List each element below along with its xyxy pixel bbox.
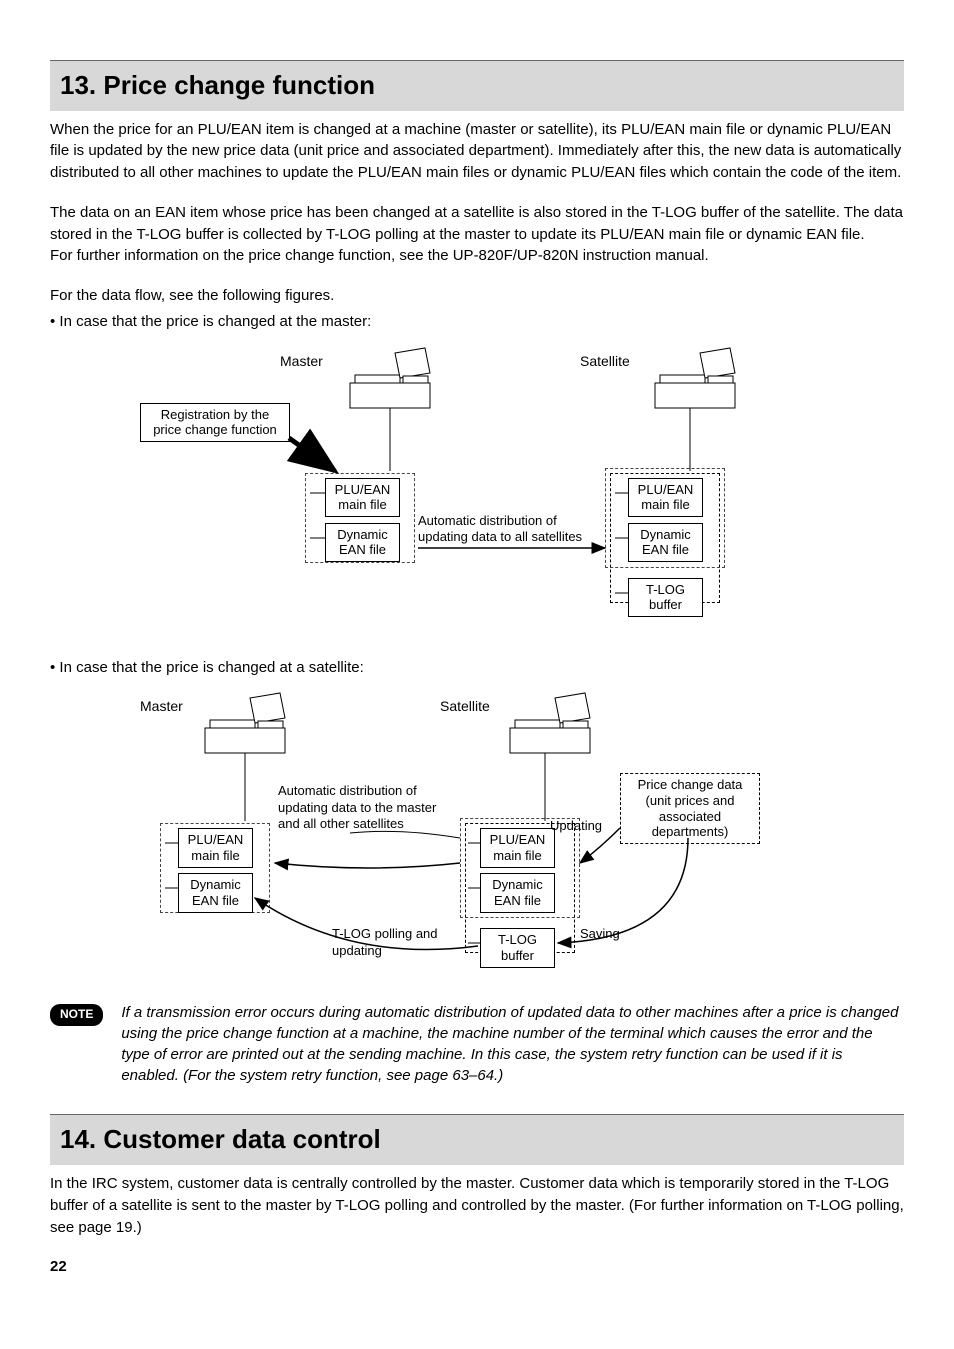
section-13-title: 13. Price change function	[50, 60, 904, 111]
section-13-para-1: When the price for an PLU/EAN item is ch…	[50, 119, 904, 184]
section-13-para-3: For further information on the price cha…	[50, 245, 904, 267]
diagram-master-case: Master Satellite Registration by thepric…	[50, 343, 904, 633]
section-13-para-4: For the data flow, see the following fig…	[50, 285, 904, 307]
note-text: If a transmission error occurs during au…	[121, 1002, 904, 1086]
section-14-title: 14. Customer data control	[50, 1114, 904, 1165]
bullet-satellite-case: • In case that the price is changed at a…	[50, 657, 904, 679]
d2-arrows	[50, 688, 810, 978]
bullet-master-case: • In case that the price is changed at t…	[50, 311, 904, 333]
page-number: 22	[50, 1256, 904, 1278]
d1-arrows	[50, 343, 770, 633]
section-14-para-1: In the IRC system, customer data is cent…	[50, 1173, 904, 1238]
note-badge: NOTE	[50, 1004, 103, 1025]
diagram-satellite-case: Master Satellite PLU/EANmain file Dynami…	[50, 688, 904, 978]
note-block: NOTE If a transmission error occurs duri…	[50, 1002, 904, 1086]
section-13-para-2: The data on an EAN item whose price has …	[50, 202, 904, 246]
